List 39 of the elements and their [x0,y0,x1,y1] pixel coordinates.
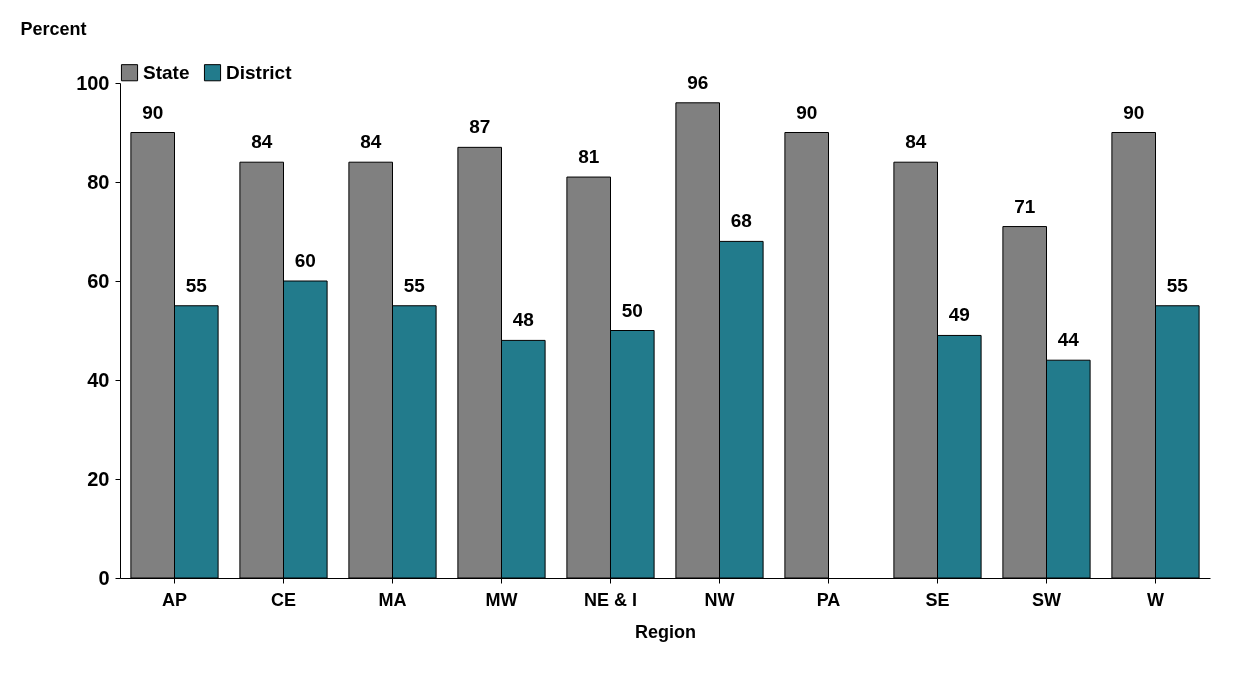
data-label: 55 [185,274,208,296]
x-tick-label: MW [485,589,518,610]
x-tick-label: AP [161,589,188,610]
y-tick-label: 0 [98,566,110,589]
x-tick-label: W [1147,589,1164,610]
data-label: 55 [1166,274,1189,296]
x-tick-label: SW [1032,589,1062,610]
x-tick-label: NE & I [583,589,638,610]
data-label: 50 [621,299,643,321]
y-tick-label: 80 [87,170,110,193]
data-label: 81 [578,146,600,168]
legend-label: District [226,61,293,83]
x-tick-label: MA [378,589,407,610]
data-label: 84 [251,131,273,153]
legend-label: State [143,61,190,83]
x-tick-label: SE [925,589,950,610]
data-label: 71 [1014,195,1036,217]
data-label: 55 [403,274,426,296]
data-label: 44 [1057,329,1080,351]
data-label: 48 [512,309,534,331]
data-label: 60 [294,250,316,271]
data-label: 90 [142,101,164,123]
y-tick-label: 60 [87,269,110,292]
data-label: 96 [687,71,709,93]
data-label: 49 [948,304,970,326]
data-label: 84 [360,131,382,153]
x-tick-label: NW [704,589,735,610]
y-tick-label: 40 [87,368,110,391]
y-axis-title: Percent [20,18,87,39]
y-tick-label: 100 [76,71,110,94]
data-label: 84 [905,131,927,153]
x-tick-label: CE [270,589,297,610]
data-label: 90 [1123,101,1145,123]
x-tick-label: PA [816,589,841,610]
data-label: 87 [469,116,491,138]
data-label: 68 [730,210,752,232]
y-tick-label: 20 [87,467,110,490]
x-axis-title: Region [635,621,696,642]
data-label: 90 [796,101,818,123]
